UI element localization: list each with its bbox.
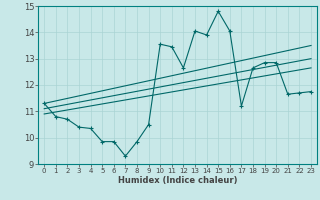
- X-axis label: Humidex (Indice chaleur): Humidex (Indice chaleur): [118, 176, 237, 185]
